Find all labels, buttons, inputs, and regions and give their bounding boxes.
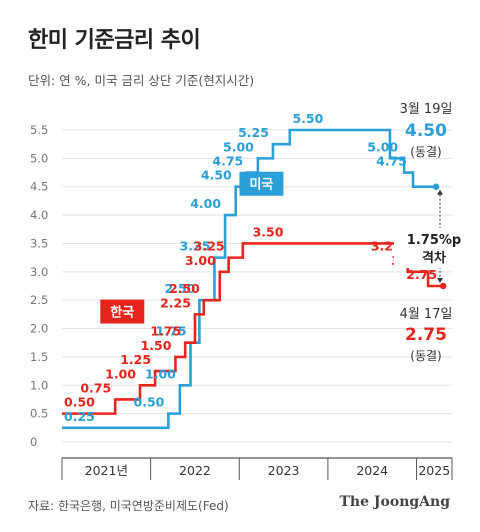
kr-rate-label: 3.25 (371, 239, 402, 254)
gap-label-bg (394, 228, 474, 268)
us-rate-label: 5.00 (367, 139, 398, 154)
y-tick-label: 2.5 (30, 293, 48, 307)
kr-end-value: 2.75 (405, 325, 447, 345)
chart-subtitle: 단위: 연 %, 미국 금리 상단 기준(현지시간) (28, 73, 255, 88)
y-tick-label: 1.5 (30, 350, 48, 364)
kr-rate-label: 1.00 (105, 366, 136, 381)
kr-end-dot (439, 282, 447, 290)
us-rate-label: 4.00 (190, 196, 221, 211)
gap-arrow-down (437, 278, 443, 283)
gap-label: 1.75%p (407, 233, 461, 248)
us-end-date: 3월 19일 (400, 102, 453, 117)
y-tick-label: 4.0 (30, 208, 48, 222)
x-axis: 2021년 2022 2023 2024 2025 (61, 457, 453, 480)
x-tick-label: 2025 (418, 463, 450, 478)
kr-rate-label: 0.50 (64, 395, 95, 410)
kr-rate-label: 1.50 (141, 338, 172, 353)
y-axis: 0 0.5 1.0 1.5 2.0 2.5 3.0 3.5 4.0 4.5 5.0 5.5 (30, 123, 48, 449)
kr-rate-label: 1.25 (120, 352, 151, 367)
us-end-note: (동결) (410, 145, 441, 159)
us-rate-label: 5.00 (223, 139, 254, 154)
y-tick-label: 5.5 (30, 123, 48, 137)
us-end-value: 4.50 (405, 121, 447, 141)
us-rate-label: 5.50 (292, 111, 323, 126)
us-rate-label: 0.25 (64, 409, 95, 424)
y-tick-label: 3.0 (30, 265, 48, 279)
kr-legend-box (100, 299, 145, 324)
kr-rate-label: 3.25 (194, 239, 225, 254)
y-tick-label: 0 (30, 435, 37, 449)
y-tick-label: 3.5 (30, 236, 48, 250)
x-tick-label: 2021년 (85, 463, 128, 478)
gap-arrow-up (437, 189, 443, 195)
us-rate-label: 1.00 (145, 366, 176, 381)
y-tick-label: 2.0 (30, 322, 48, 336)
us-legend-box (239, 171, 284, 196)
x-tick-label: 2024 (356, 463, 388, 478)
kr-end-note: (동결) (410, 349, 441, 363)
y-tick-label: 0.5 (30, 407, 48, 421)
kr-rate-label: 3.00 (185, 253, 216, 268)
brand-logo: The JoongAng (339, 494, 450, 510)
y-tick-label: 4.5 (30, 180, 48, 194)
kr-rate-label: 2.75 (406, 267, 437, 282)
us-rate-label: 1.75 (156, 324, 187, 339)
us-legend-label: 미국 (249, 177, 273, 193)
kr-rate-label: 0.75 (80, 380, 111, 395)
source-note: 자료: 한국은행, 미국연방준비제도(Fed) (28, 499, 229, 513)
kr-rate-label: 3.50 (253, 224, 284, 239)
x-tick-label: 2023 (268, 463, 300, 478)
kr-rate-label: 2.50 (169, 281, 200, 296)
us-rate-label: 5.25 (238, 125, 269, 140)
y-tick-label: 1.0 (30, 378, 48, 392)
kr-rate-label: 1.75 (150, 324, 181, 339)
us-rate-label: 0.50 (134, 395, 165, 410)
us-rate-label: 4.75 (376, 154, 407, 169)
us-end-dot (432, 183, 440, 190)
us-rate-label: 2.50 (165, 281, 196, 296)
chart-title: 한미 기준금리 추이 (28, 28, 201, 53)
us-rate-label: 3.25 (180, 239, 211, 254)
y-tick-label: 5.0 (30, 151, 48, 165)
kr-legend-label: 한국 (110, 305, 134, 321)
kr-rate-label: 2.25 (160, 295, 191, 310)
us-rate-label: 4.75 (212, 154, 243, 169)
kr-end-date: 4월 17일 (400, 307, 453, 322)
us-rate-label: 4.50 (201, 168, 232, 183)
gap-label-sub: 격차 (422, 250, 446, 266)
x-tick-label: 2022 (179, 463, 211, 478)
